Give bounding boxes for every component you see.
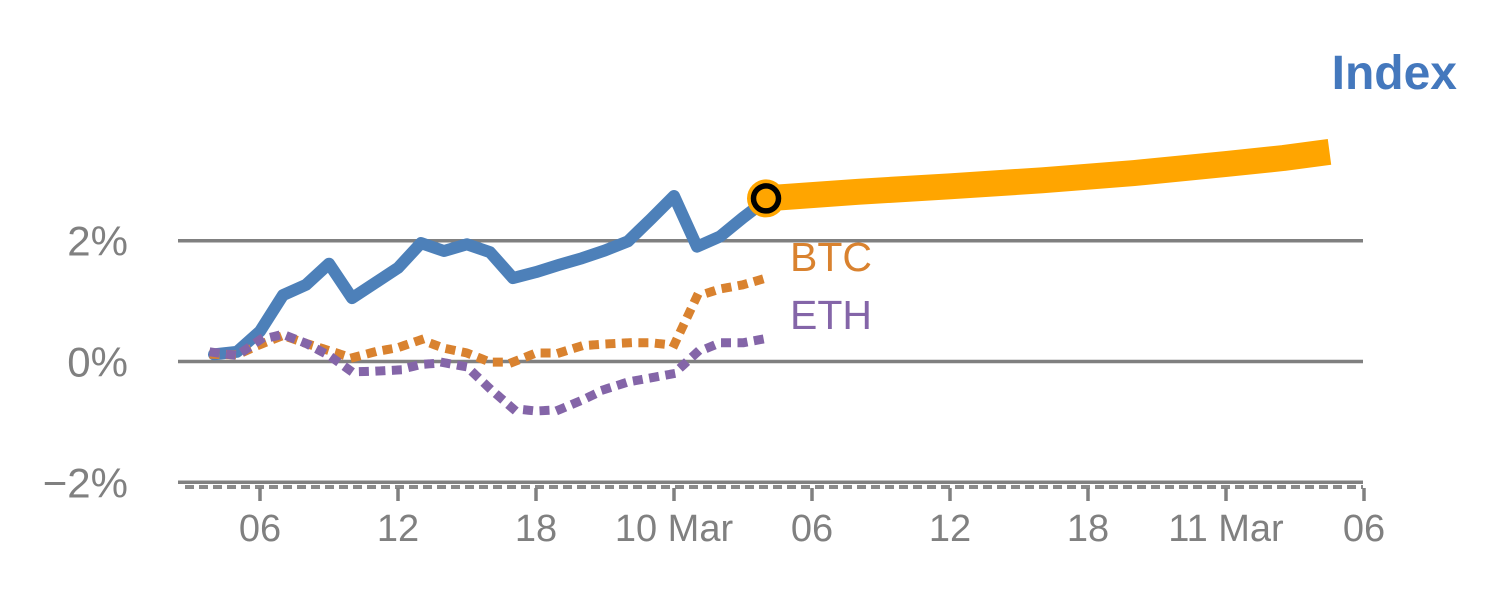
chart-title: Index xyxy=(1332,47,1458,100)
gridlines xyxy=(178,238,1363,485)
x-tick-label-0: 06 xyxy=(239,508,281,550)
eth-series-label: ETH xyxy=(790,292,872,338)
x-tick-label-1: 12 xyxy=(377,508,419,550)
x-tick-label-7: 11 Mar xyxy=(1168,508,1284,550)
x-tick-label-2: 18 xyxy=(515,508,557,550)
y-tick-label--2: −2% xyxy=(43,459,128,506)
projection-start-marker xyxy=(750,183,782,214)
y-tick-label-2: 2% xyxy=(67,218,128,265)
btc-series-label: BTC xyxy=(790,234,872,280)
y-axis: 2% 0% −2% xyxy=(43,218,128,507)
x-tick-label-5: 12 xyxy=(929,508,971,550)
x-tick-label-8: 06 xyxy=(1343,508,1385,550)
series-index-projection xyxy=(765,139,1332,212)
x-tick-label-3: 10 Mar xyxy=(615,508,734,550)
x-tick-label-6: 18 xyxy=(1067,508,1109,550)
series-index-history xyxy=(208,190,772,361)
series-eth xyxy=(208,329,772,416)
marker-layer xyxy=(747,179,785,218)
series-layer xyxy=(208,139,1332,416)
x-axis: 06 12 18 10 Mar 06 12 18 11 Mar 06 xyxy=(185,485,1385,550)
x-tick-label-4: 06 xyxy=(791,508,833,550)
y-tick-label-0: 0% xyxy=(67,339,128,386)
annotation-layer: Index BTC ETH xyxy=(790,47,1457,338)
